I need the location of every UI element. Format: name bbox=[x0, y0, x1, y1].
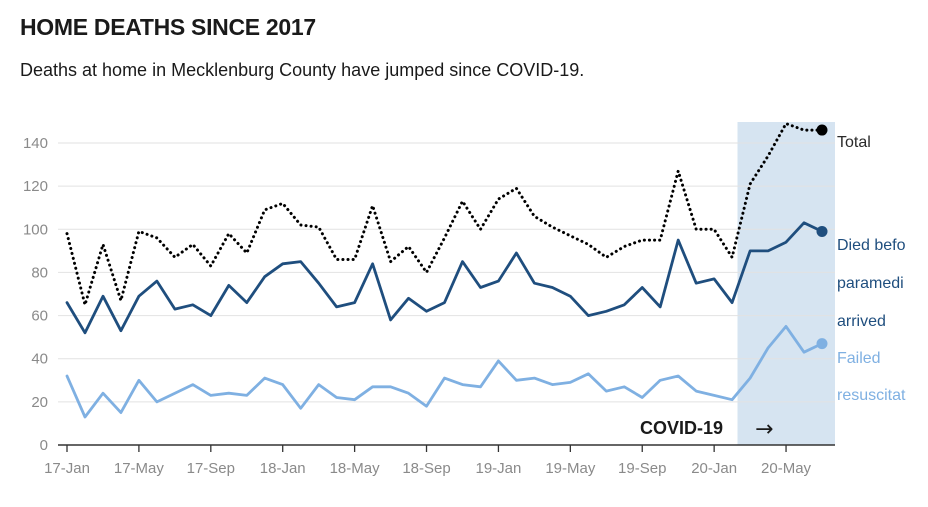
y-tick-label: 20 bbox=[31, 394, 48, 411]
y-tick-label: 0 bbox=[40, 437, 48, 454]
series-end-marker-0 bbox=[816, 124, 828, 136]
x-tick-label: 18-Sep bbox=[402, 460, 450, 477]
x-tick-label: 17-Sep bbox=[187, 460, 235, 477]
x-tick-label: 18-Jan bbox=[260, 460, 306, 477]
series-line-1 bbox=[65, 221, 824, 335]
x-tick-label: 19-Sep bbox=[618, 460, 666, 477]
chart-subtitle: Deaths at home in Mecklenburg County hav… bbox=[20, 60, 585, 80]
covid-shade bbox=[737, 122, 835, 445]
axes: 17-Jan 17-May 17-Sep 18-Jan 18-May 18-Sep 19-J… bbox=[44, 444, 835, 477]
covid-label: COVID-19 bbox=[640, 418, 723, 438]
series-line-0 bbox=[65, 122, 824, 307]
series-label-1: paramedi bbox=[837, 275, 904, 292]
y-tick-label: 60 bbox=[31, 308, 48, 325]
series-label-1: arrived bbox=[837, 313, 886, 330]
chart-title: HOME DEATHS SINCE 2017 bbox=[20, 14, 316, 40]
gridlines: 0 20 40 60 80 100 120 140 bbox=[23, 135, 835, 454]
y-tick-label: 80 bbox=[31, 264, 48, 281]
x-tick-label: 17-May bbox=[114, 460, 165, 477]
x-tick-label: 17-Jan bbox=[44, 460, 90, 477]
series-label-2: Failed bbox=[837, 350, 881, 367]
x-tick-label: 20-May bbox=[761, 460, 812, 477]
x-tick-label: 19-Jan bbox=[475, 460, 521, 477]
x-tick-label: 20-Jan bbox=[691, 460, 737, 477]
y-tick-label: 120 bbox=[23, 178, 48, 195]
series-end-marker-2 bbox=[816, 338, 828, 350]
series-label-0: Total bbox=[837, 134, 871, 151]
covid-shade-layer: COVID-19 → bbox=[640, 122, 835, 445]
y-tick-label: 100 bbox=[23, 221, 48, 238]
x-tick-label: 19-May bbox=[545, 460, 596, 477]
y-tick-label: 40 bbox=[31, 351, 48, 368]
series-label-2: resuscitat bbox=[837, 387, 906, 404]
series-end-marker-1 bbox=[816, 225, 828, 237]
series-label-1: Died befo bbox=[837, 237, 906, 254]
series-labels: Total Died befo paramedi arrived Failed resus… bbox=[837, 134, 906, 404]
y-tick-label: 140 bbox=[23, 135, 48, 152]
covid-arrow: → bbox=[755, 417, 773, 442]
series-line-2 bbox=[65, 324, 824, 419]
x-tick-label: 18-May bbox=[330, 460, 381, 477]
series-lines bbox=[65, 122, 828, 419]
